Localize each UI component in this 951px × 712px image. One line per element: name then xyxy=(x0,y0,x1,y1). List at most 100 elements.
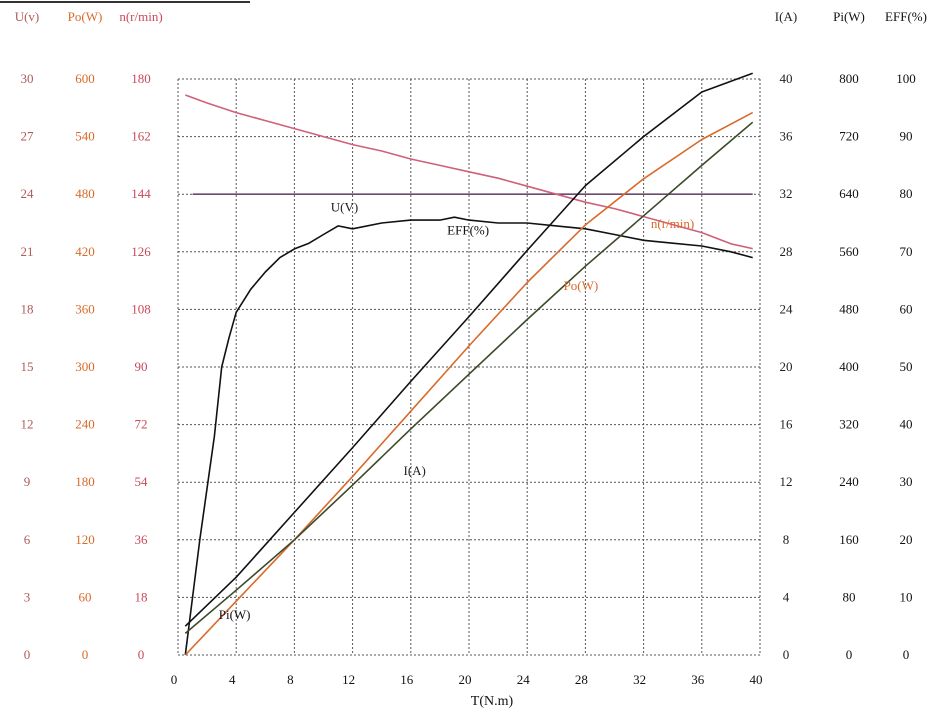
right-axis-tick: 60 xyxy=(900,301,913,316)
series-line-po-w xyxy=(184,111,754,656)
left-axis-tick: 300 xyxy=(75,359,95,374)
left-axis-tick: 27 xyxy=(21,129,35,144)
left-axis-tick: 540 xyxy=(75,129,95,144)
x-axis-tick: 24 xyxy=(517,672,531,687)
x-axis-tick: 12 xyxy=(342,672,355,687)
left-axis-tick: 90 xyxy=(135,359,148,374)
left-axis-tick: 15 xyxy=(21,359,34,374)
left-axis-tick: 21 xyxy=(21,244,34,259)
right-axis-tick: 320 xyxy=(839,417,859,432)
left-axis-tick: 6 xyxy=(24,532,31,547)
right-axis-tick: 720 xyxy=(839,129,859,144)
left-axis-tick: 360 xyxy=(75,301,95,316)
right-axis-tick: 8 xyxy=(783,532,790,547)
x-axis-tick: 4 xyxy=(229,672,236,687)
right-axis-tick: 90 xyxy=(900,129,913,144)
right-axis-tick: 4 xyxy=(783,589,790,604)
right-axis-tick: 70 xyxy=(900,244,913,259)
series-label-eff: EFF(%) xyxy=(447,223,489,238)
left-axis-tick: 12 xyxy=(21,417,34,432)
left-axis-header: n(r/min) xyxy=(119,9,162,24)
left-axis-tick: 120 xyxy=(75,532,95,547)
x-axis-tick: 28 xyxy=(575,672,588,687)
left-axis-tick: 180 xyxy=(131,71,151,86)
right-axis-tick: 40 xyxy=(900,417,913,432)
left-axis-tick: 600 xyxy=(75,71,95,86)
right-axis-tick: 0 xyxy=(903,647,910,662)
right-axis-tick: 40 xyxy=(780,71,793,86)
right-axis-tick: 800 xyxy=(839,71,859,86)
right-axis-tick: 30 xyxy=(900,474,913,489)
right-axis-tick: 32 xyxy=(780,186,793,201)
series-labels: U(V) n(r/min) EFF(%) Po(W) I(A) Pi(W) xyxy=(219,199,694,622)
right-axis-tick: 480 xyxy=(839,301,859,316)
left-axis-tick: 3 xyxy=(24,589,31,604)
series-label-i-a: I(A) xyxy=(404,463,426,478)
left-axis-tick: 9 xyxy=(24,474,31,489)
left-axis-tick: 126 xyxy=(131,244,151,259)
right-axis-tick: 12 xyxy=(780,474,793,489)
right-axis-tick: 28 xyxy=(780,244,793,259)
right-axis-tick: 16 xyxy=(780,417,794,432)
plot-grid xyxy=(177,78,761,656)
x-axis-tick: 36 xyxy=(691,672,705,687)
left-axis-header: U(v) xyxy=(15,9,40,24)
x-axis: 0 4 8 12 16 20 24 28 32 36 40 T(N.m) xyxy=(171,672,763,709)
left-axis-tick: 18 xyxy=(135,589,148,604)
left-axis-tick: 108 xyxy=(131,301,151,316)
left-axis-header: Po(W) xyxy=(68,9,103,24)
left-axis-tick: 420 xyxy=(75,244,95,259)
right-axis-tick: 50 xyxy=(900,359,913,374)
left-axis-tick: 36 xyxy=(135,532,149,547)
x-axis-tick: 20 xyxy=(459,672,472,687)
x-axis-tick: 16 xyxy=(400,672,414,687)
left-axes: U(v)036912151821242730Po(W)0601201802403… xyxy=(15,9,163,662)
x-axis-tick: 32 xyxy=(633,672,646,687)
series-label-po-w: Po(W) xyxy=(564,278,599,293)
right-axis-tick: 240 xyxy=(839,474,859,489)
left-axis-tick: 24 xyxy=(21,186,35,201)
left-axis-tick: 54 xyxy=(135,474,149,489)
x-axis-tick: 0 xyxy=(171,672,178,687)
right-axis-tick: 20 xyxy=(780,359,793,374)
right-axis-tick: 0 xyxy=(846,647,853,662)
right-axis-header: Pi(W) xyxy=(833,9,865,24)
right-axis-tick: 80 xyxy=(843,589,856,604)
right-axis-header: EFF(%) xyxy=(885,9,927,24)
right-axis-tick: 400 xyxy=(839,359,859,374)
series-line-eff xyxy=(184,216,753,656)
series-line-pi-w xyxy=(184,72,753,627)
series-line-n-r-min xyxy=(185,94,753,250)
left-axis-tick: 0 xyxy=(82,647,89,662)
left-axis-tick: 0 xyxy=(24,647,31,662)
x-axis-tick: 40 xyxy=(750,672,763,687)
right-axis-header: I(A) xyxy=(775,9,797,24)
series-label-u-v: U(V) xyxy=(331,199,358,214)
left-axis-tick: 240 xyxy=(75,417,95,432)
right-axis-tick: 10 xyxy=(900,589,913,604)
left-axis-tick: 18 xyxy=(21,301,34,316)
right-axes: I(A) 0 4 8 12 16 20 24 28 32 36 40 Pi(W) 0 80 160 240 320… xyxy=(775,9,927,662)
series-label-pi-w: Pi(W) xyxy=(219,607,251,622)
right-axis-tick: 640 xyxy=(839,186,859,201)
right-axis-tick: 560 xyxy=(839,244,859,259)
right-axis-tick: 80 xyxy=(900,186,913,201)
right-axis-tick: 20 xyxy=(900,532,913,547)
left-axis-tick: 162 xyxy=(131,129,151,144)
right-axis-tick: 160 xyxy=(839,532,859,547)
left-axis-tick: 144 xyxy=(131,186,151,201)
right-axis-tick: 36 xyxy=(780,129,794,144)
x-axis-tick: 8 xyxy=(287,672,294,687)
right-axis-tick: 100 xyxy=(896,71,916,86)
series-lines xyxy=(184,72,754,656)
series-line-i-a xyxy=(184,121,754,635)
right-axis-tick: 0 xyxy=(783,647,790,662)
left-axis-tick: 480 xyxy=(75,186,95,201)
left-axis-tick: 0 xyxy=(138,647,145,662)
left-axis-tick: 72 xyxy=(135,417,148,432)
x-axis-label: T(N.m) xyxy=(471,694,514,709)
left-axis-tick: 60 xyxy=(79,589,92,604)
left-axis-tick: 180 xyxy=(75,474,95,489)
left-axis-tick: 30 xyxy=(21,71,34,86)
